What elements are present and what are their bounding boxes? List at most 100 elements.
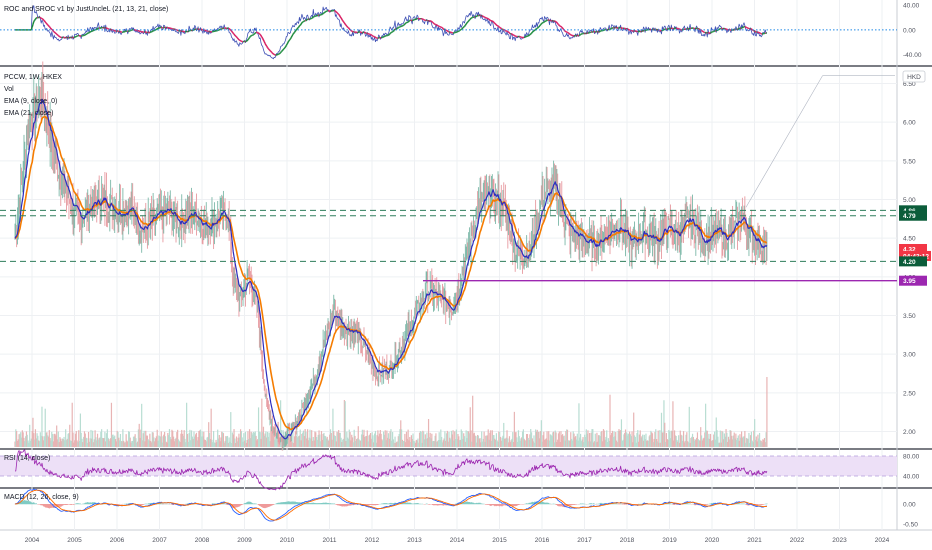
volume-bar [603,430,605,447]
macd-histogram-bar [544,502,547,505]
macd-histogram-bar [365,504,368,506]
sroc-segment [335,11,338,14]
sroc-segment [237,38,240,41]
sroc-segment [346,25,349,28]
macd-histogram-bar [409,502,412,505]
volume-bar [565,431,567,447]
volume-bar [508,442,510,447]
volume-bar [758,432,761,447]
volume-bar [570,432,572,447]
volume-bar [426,432,428,447]
main-header-vol[interactable]: Vol [4,86,14,93]
volume-bar [385,440,387,447]
volume-bar [509,442,511,447]
roc-header[interactable]: ROC and SROC v1 by JustUncleL (21, 13, 2… [4,6,168,13]
volume-bar [83,431,86,447]
rsi-header[interactable]: RSI (14, close) [4,455,50,462]
volume-bar [29,440,32,447]
macd-histogram-bar [762,504,764,505]
sroc-segment [263,41,266,44]
volume-bar [304,429,306,447]
volume-bar [383,434,386,447]
volume-bar [748,432,750,447]
volume-bar [368,435,370,447]
macd-histogram-bar [412,503,414,505]
sroc-segment [227,27,230,30]
volume-bar [60,438,62,447]
sroc-segment [47,25,50,28]
macd-histogram-bar [233,504,235,508]
macd-header[interactable]: MACD (12, 26, close, 9) [4,494,79,501]
volume-bar [167,432,169,447]
main-y-tick-label: 5.50 [903,158,916,165]
volume-bar [574,437,576,447]
x-tick-label: 2013 [407,537,422,544]
macd-histogram-bar [582,503,584,505]
macd-histogram-bar [440,504,442,506]
macd-histogram-bar [24,500,26,505]
macd-histogram-bar [148,503,150,505]
main-header-ema21[interactable]: EMA (21, close) [4,110,53,117]
horizontal-levels[interactable] [0,209,897,282]
macd-histogram-bar [253,503,255,505]
macd-histogram-bar [323,502,325,505]
sroc-segment [291,34,294,37]
volume-bar [163,431,166,447]
volume-bar [85,437,87,447]
ema-9-line [14,98,768,440]
macd-histogram-bar [72,504,74,505]
volume-bar [62,439,64,447]
volume-bar [499,436,502,447]
macd-histogram-bar [503,504,505,506]
volume-bar [472,395,474,447]
macd-histogram-bar [277,502,279,505]
sroc-segment [348,28,351,31]
volume-bar [405,442,407,447]
macd-histogram-bar [47,504,50,509]
volume-bar [520,438,522,447]
macd-histogram-bar [589,503,591,505]
main-header-symbol[interactable]: PCCW, 1W, HKEX [4,74,62,81]
macd-histogram-bar [46,504,48,508]
volume-bar [637,429,639,447]
macd-histogram-bar [558,504,560,507]
sroc-segment [495,24,498,27]
macd-histogram-bar [471,502,473,505]
macd-histogram-bar [570,504,573,506]
volume-bar [106,429,108,447]
volume-bar [16,431,18,447]
main-header-ema9[interactable]: EMA (9, close, 0) [4,98,57,105]
macd-histogram-bar [746,504,748,506]
volume-bar [654,431,656,447]
volume-bar [58,442,60,447]
volume-bar [558,431,560,447]
volume-bar [33,433,35,447]
volume-bar [633,435,636,447]
macd-histogram-bar [57,504,59,508]
sroc-segment [530,32,533,35]
volume-bar [673,430,676,447]
volume-bar [80,432,82,447]
macd-histogram-bar [254,503,256,505]
macd-histogram-bar [266,504,269,508]
volume-bar [404,433,406,447]
macd-histogram-bar [271,504,274,506]
volume-bar [658,442,660,447]
volume-bar [65,440,68,447]
sroc-segment [436,24,439,27]
volume-bar [402,440,404,447]
macd-histogram-bar [221,503,224,505]
volume-bar [401,439,404,447]
currency-badge[interactable] [902,70,926,83]
macd-histogram-bar [570,504,572,506]
volume-bar [104,431,106,447]
macd-histogram-bar [468,502,470,505]
macd-histogram-bar [282,502,284,505]
macd-histogram-bar [84,502,86,505]
macd-histogram-bar [517,504,520,505]
macd-histogram-bar [77,503,79,505]
volume-bar [547,440,549,447]
volume-bar [35,438,37,447]
sroc-segment [321,12,324,15]
